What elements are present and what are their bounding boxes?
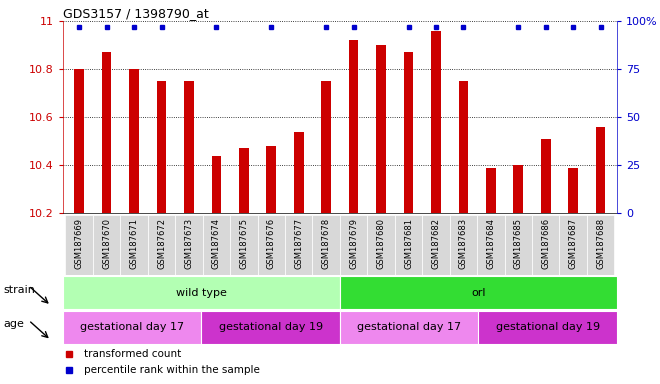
Bar (175, 215, 203, 275)
Bar (120, 215, 148, 275)
Bar (449, 215, 477, 275)
Text: gestational day 19: gestational day 19 (218, 322, 323, 333)
Text: GSM187671: GSM187671 (129, 218, 139, 269)
Text: GSM187677: GSM187677 (294, 218, 303, 269)
Text: gestational day 17: gestational day 17 (357, 322, 461, 333)
Text: GSM187669: GSM187669 (75, 218, 84, 269)
Text: GDS3157 / 1398790_at: GDS3157 / 1398790_at (63, 7, 209, 20)
Bar (129, 69, 139, 213)
Text: GSM187673: GSM187673 (184, 218, 193, 269)
Text: GSM187686: GSM187686 (541, 218, 550, 269)
Text: GSM187681: GSM187681 (404, 218, 413, 269)
Text: percentile rank within the sample: percentile rank within the sample (84, 365, 260, 375)
Bar (312, 215, 340, 275)
Bar (596, 127, 605, 213)
Text: GSM187685: GSM187685 (513, 218, 523, 269)
Text: gestational day 19: gestational day 19 (496, 322, 600, 333)
Text: GSM187674: GSM187674 (212, 218, 221, 269)
Bar (340, 311, 478, 344)
Bar (478, 311, 617, 344)
Bar (239, 148, 249, 213)
Bar (201, 311, 340, 344)
Bar (230, 215, 257, 275)
Text: strain: strain (3, 285, 35, 295)
Bar (505, 215, 532, 275)
Text: age: age (3, 319, 24, 329)
Text: GSM187678: GSM187678 (321, 218, 331, 269)
Text: GSM187676: GSM187676 (267, 218, 276, 269)
Text: GSM187672: GSM187672 (157, 218, 166, 269)
Bar (93, 215, 120, 275)
Text: GSM187688: GSM187688 (596, 218, 605, 269)
Bar (267, 146, 276, 213)
Bar (65, 215, 93, 275)
Text: gestational day 17: gestational day 17 (80, 322, 184, 333)
Bar (321, 81, 331, 213)
Bar (368, 215, 395, 275)
Bar (376, 45, 386, 213)
Bar (486, 167, 496, 213)
Bar (340, 276, 617, 309)
Bar (477, 215, 505, 275)
Bar (532, 215, 560, 275)
Text: GSM187670: GSM187670 (102, 218, 111, 269)
Bar (75, 69, 84, 213)
Bar (541, 139, 550, 213)
Bar (184, 81, 194, 213)
Text: GSM187684: GSM187684 (486, 218, 496, 269)
Bar (148, 215, 175, 275)
Text: GSM187682: GSM187682 (432, 218, 440, 269)
Bar (294, 131, 304, 213)
Text: wild type: wild type (176, 288, 227, 298)
Bar (340, 215, 368, 275)
Bar (285, 215, 312, 275)
Bar (349, 40, 358, 213)
Text: transformed count: transformed count (84, 349, 182, 359)
Text: GSM187687: GSM187687 (569, 218, 578, 269)
Bar (63, 276, 340, 309)
Bar (212, 156, 221, 213)
Bar (587, 215, 614, 275)
Bar (431, 31, 441, 213)
Bar (102, 52, 112, 213)
Bar (203, 215, 230, 275)
Bar (568, 167, 578, 213)
Text: GSM187680: GSM187680 (377, 218, 385, 269)
Bar (395, 215, 422, 275)
Text: orl: orl (471, 288, 486, 298)
Bar (560, 215, 587, 275)
Bar (422, 215, 449, 275)
Bar (459, 81, 468, 213)
Text: GSM187683: GSM187683 (459, 218, 468, 269)
Text: GSM187679: GSM187679 (349, 218, 358, 269)
Bar (257, 215, 285, 275)
Text: GSM187675: GSM187675 (240, 218, 248, 269)
Bar (63, 311, 201, 344)
Bar (513, 165, 523, 213)
Bar (156, 81, 166, 213)
Bar (404, 52, 413, 213)
